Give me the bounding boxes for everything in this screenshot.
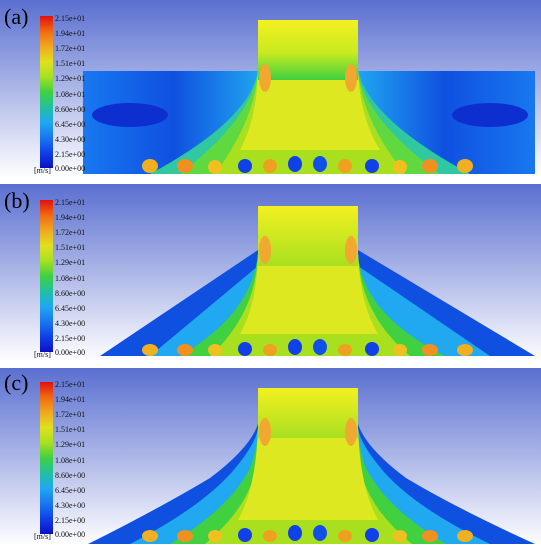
tick-label: 1.94e+01 [55, 213, 86, 222]
tick-label: 4.30e+00 [55, 501, 86, 510]
tick-label: 1.72e+01 [55, 410, 86, 419]
velocity-contour-a [0, 0, 541, 178]
tick-label: 2.15e+01 [55, 14, 86, 23]
tick-label: 1.94e+01 [55, 29, 86, 38]
tick-label: 6.45e+00 [55, 120, 86, 129]
tick-label: 1.08e+01 [55, 274, 86, 283]
panel-label: (a) [4, 4, 29, 29]
panel-b: (b) 2.15e+01 1.94e+01 1.72e+01 1.51e+01 … [0, 184, 541, 362]
tick-label: 8.60e+00 [55, 471, 86, 480]
tick-label: 2.15e+00 [55, 516, 86, 525]
tick-label: 2.15e+01 [55, 198, 86, 207]
tick-label: 1.51e+01 [55, 59, 86, 68]
tick-label: 1.94e+01 [55, 395, 86, 404]
colorbar-legend: 2.15e+01 1.94e+01 1.72e+01 1.51e+01 1.29… [34, 14, 86, 176]
tick-label: 4.30e+00 [55, 319, 86, 328]
tick-label: 6.45e+00 [55, 304, 86, 313]
tick-label: 4.30e+00 [55, 135, 86, 144]
colorbar [40, 200, 53, 352]
tick-label: 1.72e+01 [55, 44, 86, 53]
tick-label: 2.15e+00 [55, 150, 86, 159]
unit-label: [m/s] [34, 350, 51, 359]
tick-label: 2.15e+01 [55, 380, 86, 389]
tick-label: 1.51e+01 [55, 243, 86, 252]
tick-label: 0.00e+00 [55, 164, 86, 173]
unit-label: [m/s] [34, 166, 51, 175]
tick-label: 1.72e+01 [55, 228, 86, 237]
colorbar [40, 16, 53, 168]
colorbar [40, 382, 53, 534]
velocity-contour-b [0, 184, 541, 362]
tick-label: 1.29e+01 [55, 74, 86, 83]
colorbar-legend: 2.15e+01 1.94e+01 1.72e+01 1.51e+01 1.29… [34, 198, 86, 360]
tick-label: 8.60e+00 [55, 289, 86, 298]
unit-label: [m/s] [34, 532, 51, 541]
panel-a: (a) 2.15e+01 1.94e+01 1.72e+01 1.51e+01 … [0, 0, 541, 178]
tick-label: 0.00e+00 [55, 348, 86, 357]
tick-label: 1.29e+01 [55, 258, 86, 267]
tick-label: 1.08e+01 [55, 90, 86, 99]
tick-label: 1.29e+01 [55, 440, 86, 449]
tick-label: 1.51e+01 [55, 425, 86, 434]
panel-label: (c) [4, 370, 29, 395]
panel-label: (b) [4, 188, 30, 213]
velocity-contour-c [0, 368, 541, 546]
tick-label: 1.08e+01 [55, 456, 86, 465]
tick-label: 8.60e+00 [55, 105, 86, 114]
colorbar-legend: 2.15e+01 1.94e+01 1.72e+01 1.51e+01 1.29… [34, 380, 86, 542]
panel-c: (c) 2.15e+01 1.94e+01 1.72e+01 1.51e+01 … [0, 368, 541, 546]
tick-label: 2.15e+00 [55, 334, 86, 343]
tick-label: 0.00e+00 [55, 530, 86, 539]
tick-label: 6.45e+00 [55, 486, 86, 495]
